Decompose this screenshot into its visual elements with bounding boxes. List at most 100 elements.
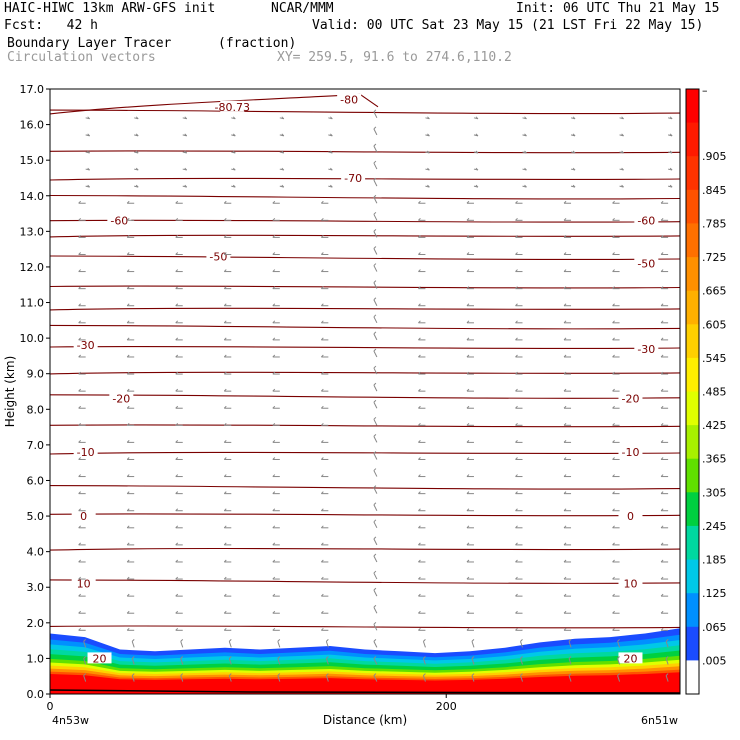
circulation-vector <box>563 627 572 631</box>
contour-label: -30 <box>77 339 95 352</box>
circulation-vector <box>175 440 183 443</box>
circulation-vector <box>466 269 474 273</box>
vector-head <box>466 508 470 512</box>
circulation-vector <box>612 440 620 443</box>
vector-head <box>78 422 82 426</box>
circulation-vector <box>85 184 91 188</box>
vector-head <box>466 371 470 375</box>
vector-shaft <box>373 299 378 306</box>
circulation-vector <box>612 457 620 460</box>
vector-head <box>78 388 82 392</box>
circulation-vector <box>563 576 572 580</box>
contour-label: 0 <box>80 510 87 523</box>
vector-head <box>126 457 130 460</box>
contour-label: -60 <box>637 215 655 228</box>
vector-head <box>126 627 130 631</box>
circulation-vector <box>231 116 236 120</box>
circulation-vector <box>373 246 378 255</box>
circulation-vector <box>373 297 378 306</box>
circulation-vector <box>182 150 188 154</box>
circulation-vector <box>373 211 378 221</box>
circulation-vector <box>425 167 430 171</box>
vector-head <box>223 235 227 238</box>
vector-head <box>669 167 673 171</box>
circulation-vector <box>473 133 479 137</box>
vector-head <box>572 116 576 120</box>
contour-label-bg <box>109 392 134 404</box>
circulation-vector <box>126 576 135 580</box>
vector-head <box>329 184 333 188</box>
vector-head <box>78 286 82 290</box>
vector-head <box>418 542 421 546</box>
circulation-vector <box>223 627 232 631</box>
vector-head <box>524 116 527 120</box>
colorbar-label: .905 <box>702 150 727 163</box>
circulation-vector <box>373 143 378 153</box>
vector-head <box>563 457 567 460</box>
vector-shaft <box>180 658 184 665</box>
y-tick-label: 8.0 <box>27 403 45 416</box>
vector-shaft <box>422 675 426 682</box>
vector-head <box>373 263 377 266</box>
vector-head <box>373 126 377 130</box>
vector-head <box>131 639 135 642</box>
circulation-vector <box>223 576 232 580</box>
circulation-vector <box>563 491 572 495</box>
vector-head <box>320 627 324 631</box>
contour-label-bg <box>71 577 96 589</box>
circulation-vector <box>328 150 333 154</box>
circulation-vector <box>277 656 281 665</box>
circulation-vector <box>466 474 474 478</box>
vector-head <box>373 502 377 506</box>
org-label: NCAR/MMM <box>271 1 334 16</box>
circulation-vector <box>515 200 523 204</box>
vector-head <box>126 491 130 494</box>
vector-head <box>78 200 82 204</box>
vector-head <box>272 627 276 631</box>
vector-head <box>175 576 179 580</box>
plot-background <box>50 89 680 694</box>
circulation-vector <box>563 303 572 307</box>
circulation-vector <box>373 365 378 375</box>
vector-head <box>427 184 430 188</box>
circulation-vector <box>126 491 135 495</box>
circulation-vector <box>660 525 669 529</box>
vector-head <box>272 593 276 597</box>
circulation-vector <box>466 508 474 512</box>
vector-head <box>320 320 324 324</box>
vector-head <box>223 542 227 546</box>
circulation-vector <box>373 604 378 614</box>
vector-head <box>272 610 276 614</box>
vector-head <box>418 559 421 563</box>
circulation-vector <box>277 673 281 682</box>
plot-frame <box>49 88 681 695</box>
vector-head <box>515 542 518 546</box>
circulation-vector <box>320 440 329 443</box>
vector-head <box>373 673 377 676</box>
circulation-vector <box>126 252 135 255</box>
vector-head <box>281 167 285 171</box>
vector-head <box>232 150 236 154</box>
circulation-vector <box>418 474 426 478</box>
circulation-vector <box>466 320 474 324</box>
circulation-vector <box>515 508 523 512</box>
circulation-vector <box>418 320 426 324</box>
circulation-vector <box>660 269 669 273</box>
vector-shaft <box>180 675 184 682</box>
vector-head <box>223 200 227 204</box>
vector-head <box>660 337 664 341</box>
vector-head <box>418 354 421 358</box>
vector-head <box>660 593 664 597</box>
vector-head <box>320 508 324 512</box>
circulation-vector <box>126 559 135 563</box>
circulation-vector <box>78 576 86 580</box>
circulation-vector <box>515 610 523 614</box>
circulation-vector <box>272 440 280 443</box>
vector-head <box>175 559 179 563</box>
vector-head <box>563 371 567 375</box>
vector-head <box>223 422 227 426</box>
circulation-vector <box>612 593 620 597</box>
vector-head <box>660 269 664 272</box>
vectors-label: Circulation vectors <box>7 50 156 65</box>
vector-head <box>223 610 227 614</box>
